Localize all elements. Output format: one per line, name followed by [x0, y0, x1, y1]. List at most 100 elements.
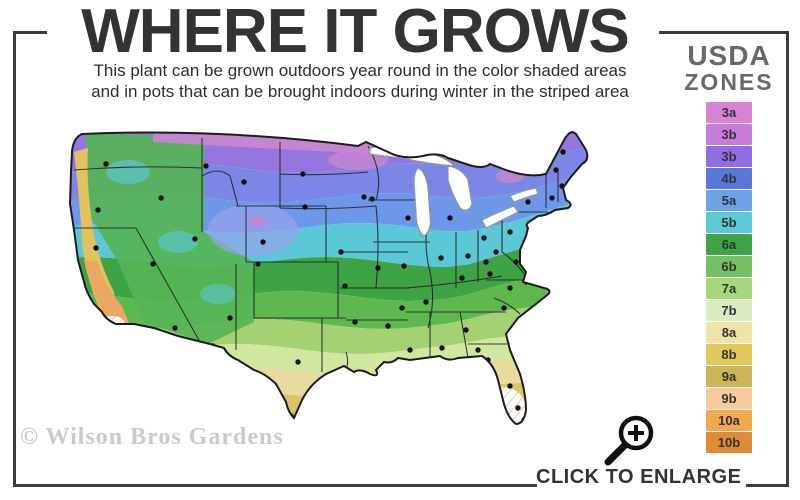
- city-dot: [338, 249, 344, 255]
- legend-zone-chip: 4b: [706, 168, 752, 189]
- legend-zone-chip: 10a: [706, 410, 752, 431]
- legend-zone-chip: 5a: [706, 190, 752, 211]
- city-dot: [203, 163, 209, 169]
- us-zone-map-svg: [68, 131, 589, 426]
- city-dot: [255, 261, 261, 267]
- city-dot: [405, 215, 411, 221]
- legend-zone-chip: 7b: [706, 300, 752, 321]
- city-dot: [227, 315, 233, 321]
- city-dot: [158, 195, 164, 201]
- city-dot: [300, 171, 306, 177]
- city-dot: [352, 319, 358, 325]
- legend-zone-chip: 9b: [706, 388, 752, 409]
- city-dot: [192, 236, 198, 242]
- city-dot: [553, 167, 559, 173]
- overlay-mountain-teal-2: [158, 231, 198, 253]
- city-dot: [342, 283, 348, 289]
- subtitle-line-1: This plant can be grown outdoors year ro…: [93, 61, 627, 80]
- overlay-mountain-teal-3: [200, 284, 236, 304]
- overlay-mountain-teal-1: [106, 160, 150, 184]
- lake-ontario: [509, 187, 539, 203]
- overlay-coast-gold: [74, 148, 118, 324]
- click-to-enlarge-label[interactable]: CLICK TO ENLARGE: [536, 466, 742, 488]
- legend-zone-chip: 10b: [706, 432, 752, 453]
- city-dot: [438, 255, 444, 261]
- city-dot: [465, 253, 471, 259]
- city-dot: [483, 259, 489, 265]
- city-dot: [375, 265, 381, 271]
- legend-zone-chip: 6a: [706, 234, 752, 255]
- city-dot: [439, 345, 445, 351]
- frame-border-bottom-right: [746, 484, 789, 487]
- city-dot: [150, 261, 156, 267]
- city-dot: [507, 383, 513, 389]
- subtitle-line-2: and in pots that can be brought indoors …: [91, 82, 629, 101]
- city-dot: [507, 285, 513, 291]
- magnifier-plus-icon[interactable]: [598, 412, 662, 470]
- city-dot: [341, 391, 347, 397]
- zone-band: [70, 156, 588, 233]
- page-title: WHERE IT GROWS: [81, 0, 629, 66]
- city-dot: [493, 249, 499, 255]
- city-dot: [381, 365, 387, 371]
- city-dot: [385, 323, 391, 329]
- city-dot: [369, 196, 375, 202]
- city-dot: [487, 271, 493, 277]
- city-dot: [361, 194, 367, 200]
- frame-border-bottom-left: [13, 484, 537, 487]
- us-outline: [68, 131, 589, 426]
- lake-huron: [447, 165, 473, 211]
- legend-zone-chip: 3b: [706, 146, 752, 167]
- legend-zone-chip: 8a: [706, 322, 752, 343]
- frame-border-left: [13, 31, 16, 487]
- city-dot: [241, 179, 247, 185]
- legend-title-usda: USDA: [687, 40, 771, 71]
- hardiness-zone-map: [58, 112, 686, 474]
- city-dot: [525, 199, 531, 205]
- usda-zones-legend: USDA ZONES 3a 3b 3b 4b 5a 5b 6a 6b 7a 7b 8a 8b 9a 9b 1…: [676, 42, 782, 453]
- lake-erie: [481, 205, 519, 229]
- city-dot: [401, 263, 407, 269]
- city-dot: [103, 161, 109, 167]
- city-dot: [407, 347, 413, 353]
- city-dot: [321, 401, 327, 407]
- city-dot: [549, 195, 555, 201]
- legend-title-zones: ZONES: [684, 69, 774, 95]
- overlay-rockies-lavender: [208, 204, 298, 256]
- overlay-rockies-pink-spot: [249, 217, 267, 227]
- city-dot: [302, 204, 308, 210]
- city-dot: [459, 275, 465, 281]
- overlay-california-orange: [84, 260, 130, 326]
- city-dot: [475, 347, 481, 353]
- frame-border-top-right: [659, 31, 789, 34]
- city-dot: [447, 215, 453, 221]
- legend-zone-chip: 9a: [706, 366, 752, 387]
- city-dot: [481, 235, 487, 241]
- legend-zone-chip: 6b: [706, 256, 752, 277]
- city-dot: [95, 207, 101, 213]
- city-dot: [560, 149, 566, 155]
- city-dot: [463, 327, 469, 333]
- city-dot: [311, 395, 317, 401]
- city-dot: [172, 325, 178, 331]
- frame-border-top-left: [13, 31, 47, 34]
- city-dot: [507, 229, 513, 235]
- legend-zone-list: 3a 3b 3b 4b 5a 5b 6a 6b 7a 7b 8a 8b 9a 9b 10a 10b: [676, 102, 782, 453]
- frame-border-right: [786, 31, 789, 487]
- legend-zone-chip: 3b: [706, 124, 752, 145]
- zone-band: [70, 132, 588, 203]
- lake-michigan: [413, 167, 431, 237]
- watermark: © Wilson Bros Gardens: [20, 424, 284, 450]
- city-dot: [93, 245, 99, 251]
- city-dot: [399, 305, 405, 311]
- city-dot: [513, 259, 519, 265]
- subtitle: This plant can be grown outdoors year ro…: [30, 60, 690, 102]
- legend-zone-chip: 3a: [706, 102, 752, 123]
- city-dot: [295, 359, 301, 365]
- city-dot: [423, 299, 429, 305]
- city-dot: [501, 305, 507, 311]
- legend-zone-chip: 7a: [706, 278, 752, 299]
- city-dot: [389, 369, 395, 375]
- legend-zone-chip: 5b: [706, 212, 752, 233]
